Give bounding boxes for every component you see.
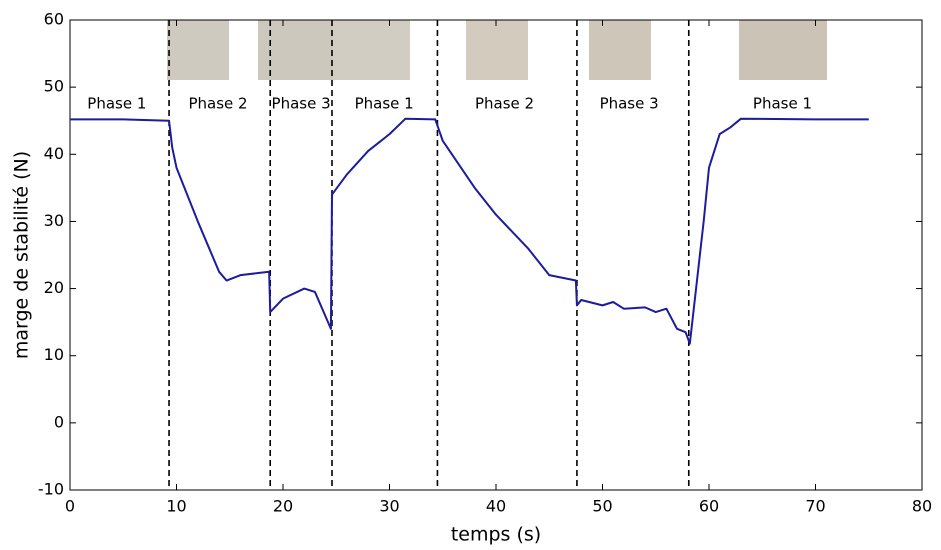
y-tick-label: 60: [44, 10, 64, 29]
y-tick-label: 20: [44, 278, 64, 297]
y-tick-label: 10: [44, 345, 64, 364]
photo: [167, 20, 229, 80]
phase-label: Phase 3: [272, 94, 331, 112]
phase-label: Phase 2: [188, 94, 247, 112]
x-tick-label: 30: [379, 497, 399, 516]
phase-label: Phase 3: [600, 94, 659, 112]
y-tick-label: -10: [38, 480, 64, 499]
y-tick-label: 50: [44, 77, 64, 96]
robot-photos: [167, 20, 827, 80]
plot-frame: [69, 19, 923, 491]
photo: [739, 20, 827, 80]
photo: [333, 20, 410, 80]
x-tick-label: 10: [166, 497, 186, 516]
phase-label: Phase 2: [475, 94, 534, 112]
x-tick-label: 60: [699, 497, 719, 516]
x-tick-label: 50: [592, 497, 612, 516]
line-series: [70, 117, 869, 345]
x-tick-label: 20: [273, 497, 293, 516]
x-tick-label: 70: [805, 497, 825, 516]
x-tick-label: 40: [486, 497, 506, 516]
photo: [589, 20, 651, 80]
photo: [466, 20, 528, 80]
y-tick-label: 40: [44, 144, 64, 163]
phase-label: Phase 1: [87, 94, 146, 112]
phase-label: Phase 1: [355, 94, 414, 112]
x-tick-label: 0: [65, 497, 75, 516]
y-tick-label: 30: [44, 211, 64, 230]
x-tick-label: 80: [912, 497, 932, 516]
y-tick-label: 0: [54, 412, 64, 431]
photo: [258, 20, 333, 80]
phase-label: Phase 1: [753, 94, 812, 112]
x-axis-label: temps (s): [451, 524, 541, 546]
y-axis-label: marge de stabilité (N): [11, 151, 33, 359]
